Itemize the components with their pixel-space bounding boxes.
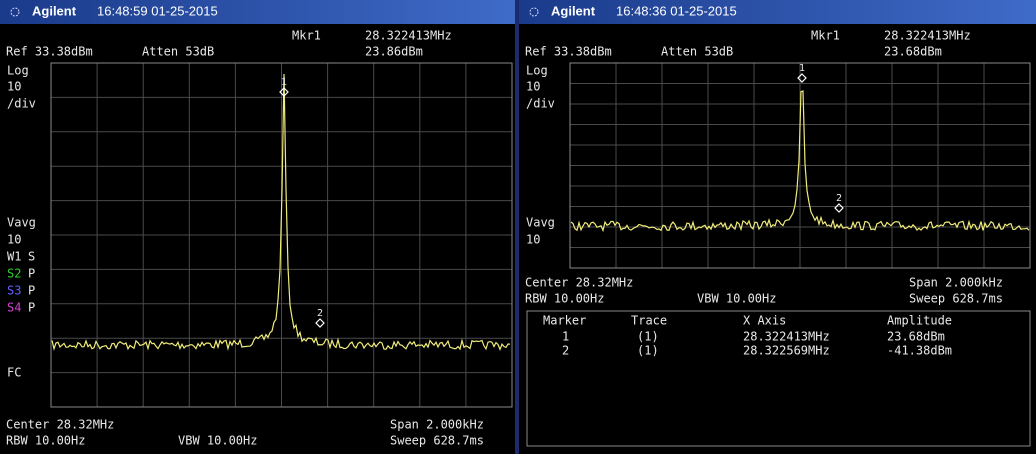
screen: [0, 0, 515, 454]
table-cell: 28.322569MHz: [743, 344, 830, 358]
table-cell: (1): [637, 330, 659, 344]
marker-amp: 23.86dBm: [365, 45, 423, 59]
table-header: Trace: [631, 314, 667, 328]
marker-number: 2: [836, 193, 842, 204]
header-bar: [0, 0, 515, 24]
spectrum-trace: [570, 90, 1030, 233]
attenuation: Atten 53dB: [142, 45, 214, 59]
ref-level: Ref 33.38dBm: [525, 45, 612, 59]
attenuation: Atten 53dB: [661, 45, 733, 59]
header-bar: [519, 0, 1036, 24]
marker-table-frame: [526, 310, 1031, 447]
ref-level: Ref 33.38dBm: [6, 45, 93, 59]
side-label: Log: [526, 64, 548, 78]
vbw: VBW 10.00Hz: [697, 292, 776, 306]
rbw: RBW 10.00Hz: [525, 292, 604, 306]
table-cell: 1: [562, 330, 569, 344]
side-label: Vavg: [7, 216, 36, 230]
side-label: S: [28, 250, 35, 264]
grid-frame: [50, 62, 513, 408]
table-cell: 28.322413MHz: [743, 330, 830, 344]
sweep: Sweep 628.7ms: [909, 292, 1003, 306]
side-label: /div: [7, 97, 36, 111]
table-cell: (1): [637, 344, 659, 358]
side-label: 10: [7, 233, 21, 247]
side-label: W1: [7, 250, 21, 264]
logo-icon: [529, 7, 539, 17]
side-label: /div: [526, 97, 555, 111]
side-label: 10: [526, 233, 540, 247]
timestamp: 16:48:59 01-25-2015: [97, 3, 218, 18]
spectrum-trace: [51, 73, 511, 352]
table-cell: 23.68dBm: [887, 330, 945, 344]
side-label: S3: [7, 284, 21, 298]
side-label: P: [28, 267, 35, 281]
rbw: RBW 10.00Hz: [6, 434, 85, 448]
center-freq: Center 28.32MHz: [6, 418, 114, 432]
marker-diamond: [797, 73, 807, 83]
marker-label: Mkr1: [292, 29, 321, 43]
table-cell: -41.38dBm: [887, 344, 952, 358]
table-header: X Axis: [743, 314, 786, 328]
grid-frame: [569, 62, 1031, 269]
side-label: S2: [7, 267, 21, 281]
side-label: S4: [7, 301, 21, 315]
side-label: 10: [526, 80, 540, 94]
vbw: VBW 10.00Hz: [178, 434, 257, 448]
timestamp: 16:48:36 01-25-2015: [616, 3, 737, 18]
marker-label: Mkr1: [811, 29, 840, 43]
table-header: Marker: [543, 314, 586, 328]
sweep: Sweep 628.7ms: [390, 434, 484, 448]
marker-amp: 23.68dBm: [884, 45, 942, 59]
side-label: FC: [7, 366, 21, 380]
center-freq: Center 28.32MHz: [525, 276, 633, 290]
marker-number: 1: [799, 63, 805, 74]
marker-number: 2: [317, 308, 323, 319]
side-label: 10: [7, 80, 21, 94]
marker-freq: 28.322413MHz: [884, 29, 971, 43]
side-label: Vavg: [526, 216, 555, 230]
marker-diamond: [315, 318, 325, 328]
span: Span 2.000kHz: [390, 418, 484, 432]
brand: Agilent: [551, 3, 596, 18]
marker-number: 1: [281, 77, 287, 88]
logo-icon: [10, 7, 20, 17]
brand: Agilent: [32, 3, 77, 18]
table-header: Amplitude: [887, 314, 952, 328]
marker-freq: 28.322413MHz: [365, 29, 452, 43]
span: Span 2.000kHz: [909, 276, 1003, 290]
marker-diamond: [834, 203, 844, 213]
side-label: P: [28, 284, 35, 298]
marker-diamond: [279, 87, 289, 97]
side-label: Log: [7, 64, 29, 78]
table-cell: 2: [562, 344, 569, 358]
side-label: P: [28, 301, 35, 315]
